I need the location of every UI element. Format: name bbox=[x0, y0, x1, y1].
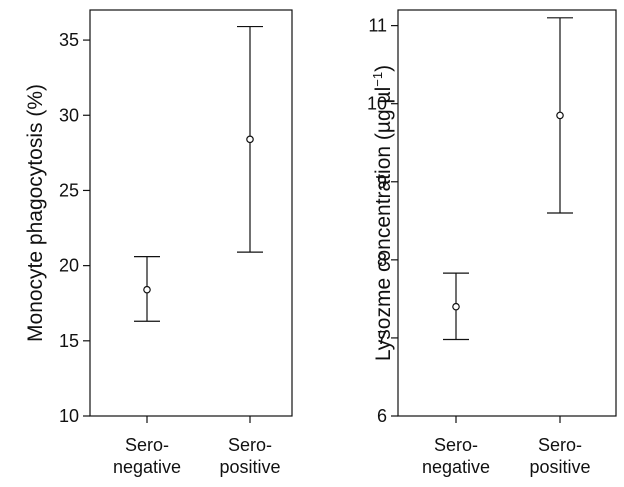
y-tick-label: 10 bbox=[367, 94, 387, 114]
y-axis-title-superscript: −1 bbox=[370, 72, 385, 87]
y-tick-label: 9 bbox=[377, 172, 387, 192]
data-point bbox=[556, 111, 564, 120]
y-axis-title: Monocyte phagocytosis (%) bbox=[24, 84, 47, 342]
y-tick-label: 35 bbox=[59, 30, 79, 50]
plot-frame bbox=[397, 9, 617, 417]
x-category-label: Sero- bbox=[538, 435, 582, 455]
y-tick-label: 15 bbox=[59, 331, 79, 351]
chart-panel-2: 67891011Sero-negativeSero-positiveLysozm… bbox=[367, 9, 617, 477]
y-axis-title: Lysozme concentration (µg µl−1) bbox=[370, 65, 395, 361]
y-tick-label: 10 bbox=[59, 406, 79, 426]
x-category-label: Sero- bbox=[228, 435, 272, 455]
y-tick-label: 6 bbox=[377, 406, 387, 426]
data-point bbox=[246, 135, 254, 144]
y-axis-title-text: Monocyte phagocytosis (%) bbox=[24, 84, 47, 342]
y-tick-label: 8 bbox=[377, 250, 387, 270]
x-category-label: Sero- bbox=[434, 435, 478, 455]
y-axis-title-close: ) bbox=[372, 65, 395, 72]
data-point bbox=[143, 285, 151, 294]
y-tick-label: 11 bbox=[368, 16, 387, 36]
y-tick-label: 20 bbox=[59, 256, 79, 276]
chart-panel-1: 101520253035Sero-negativeSero-positiveMo… bbox=[24, 9, 293, 477]
x-category-label: Sero- bbox=[125, 435, 169, 455]
y-tick-label: 30 bbox=[59, 105, 79, 125]
y-tick-label: 7 bbox=[377, 328, 387, 348]
y-axis-title-text: Lysozme concentration (µg µl bbox=[372, 87, 395, 361]
data-point bbox=[452, 302, 460, 311]
x-category-label: positive bbox=[529, 457, 590, 477]
x-category-label: positive bbox=[219, 457, 280, 477]
y-tick-label: 25 bbox=[59, 180, 79, 200]
plot-frame bbox=[89, 9, 293, 417]
x-category-label: negative bbox=[113, 457, 181, 477]
x-category-label: negative bbox=[422, 457, 490, 477]
